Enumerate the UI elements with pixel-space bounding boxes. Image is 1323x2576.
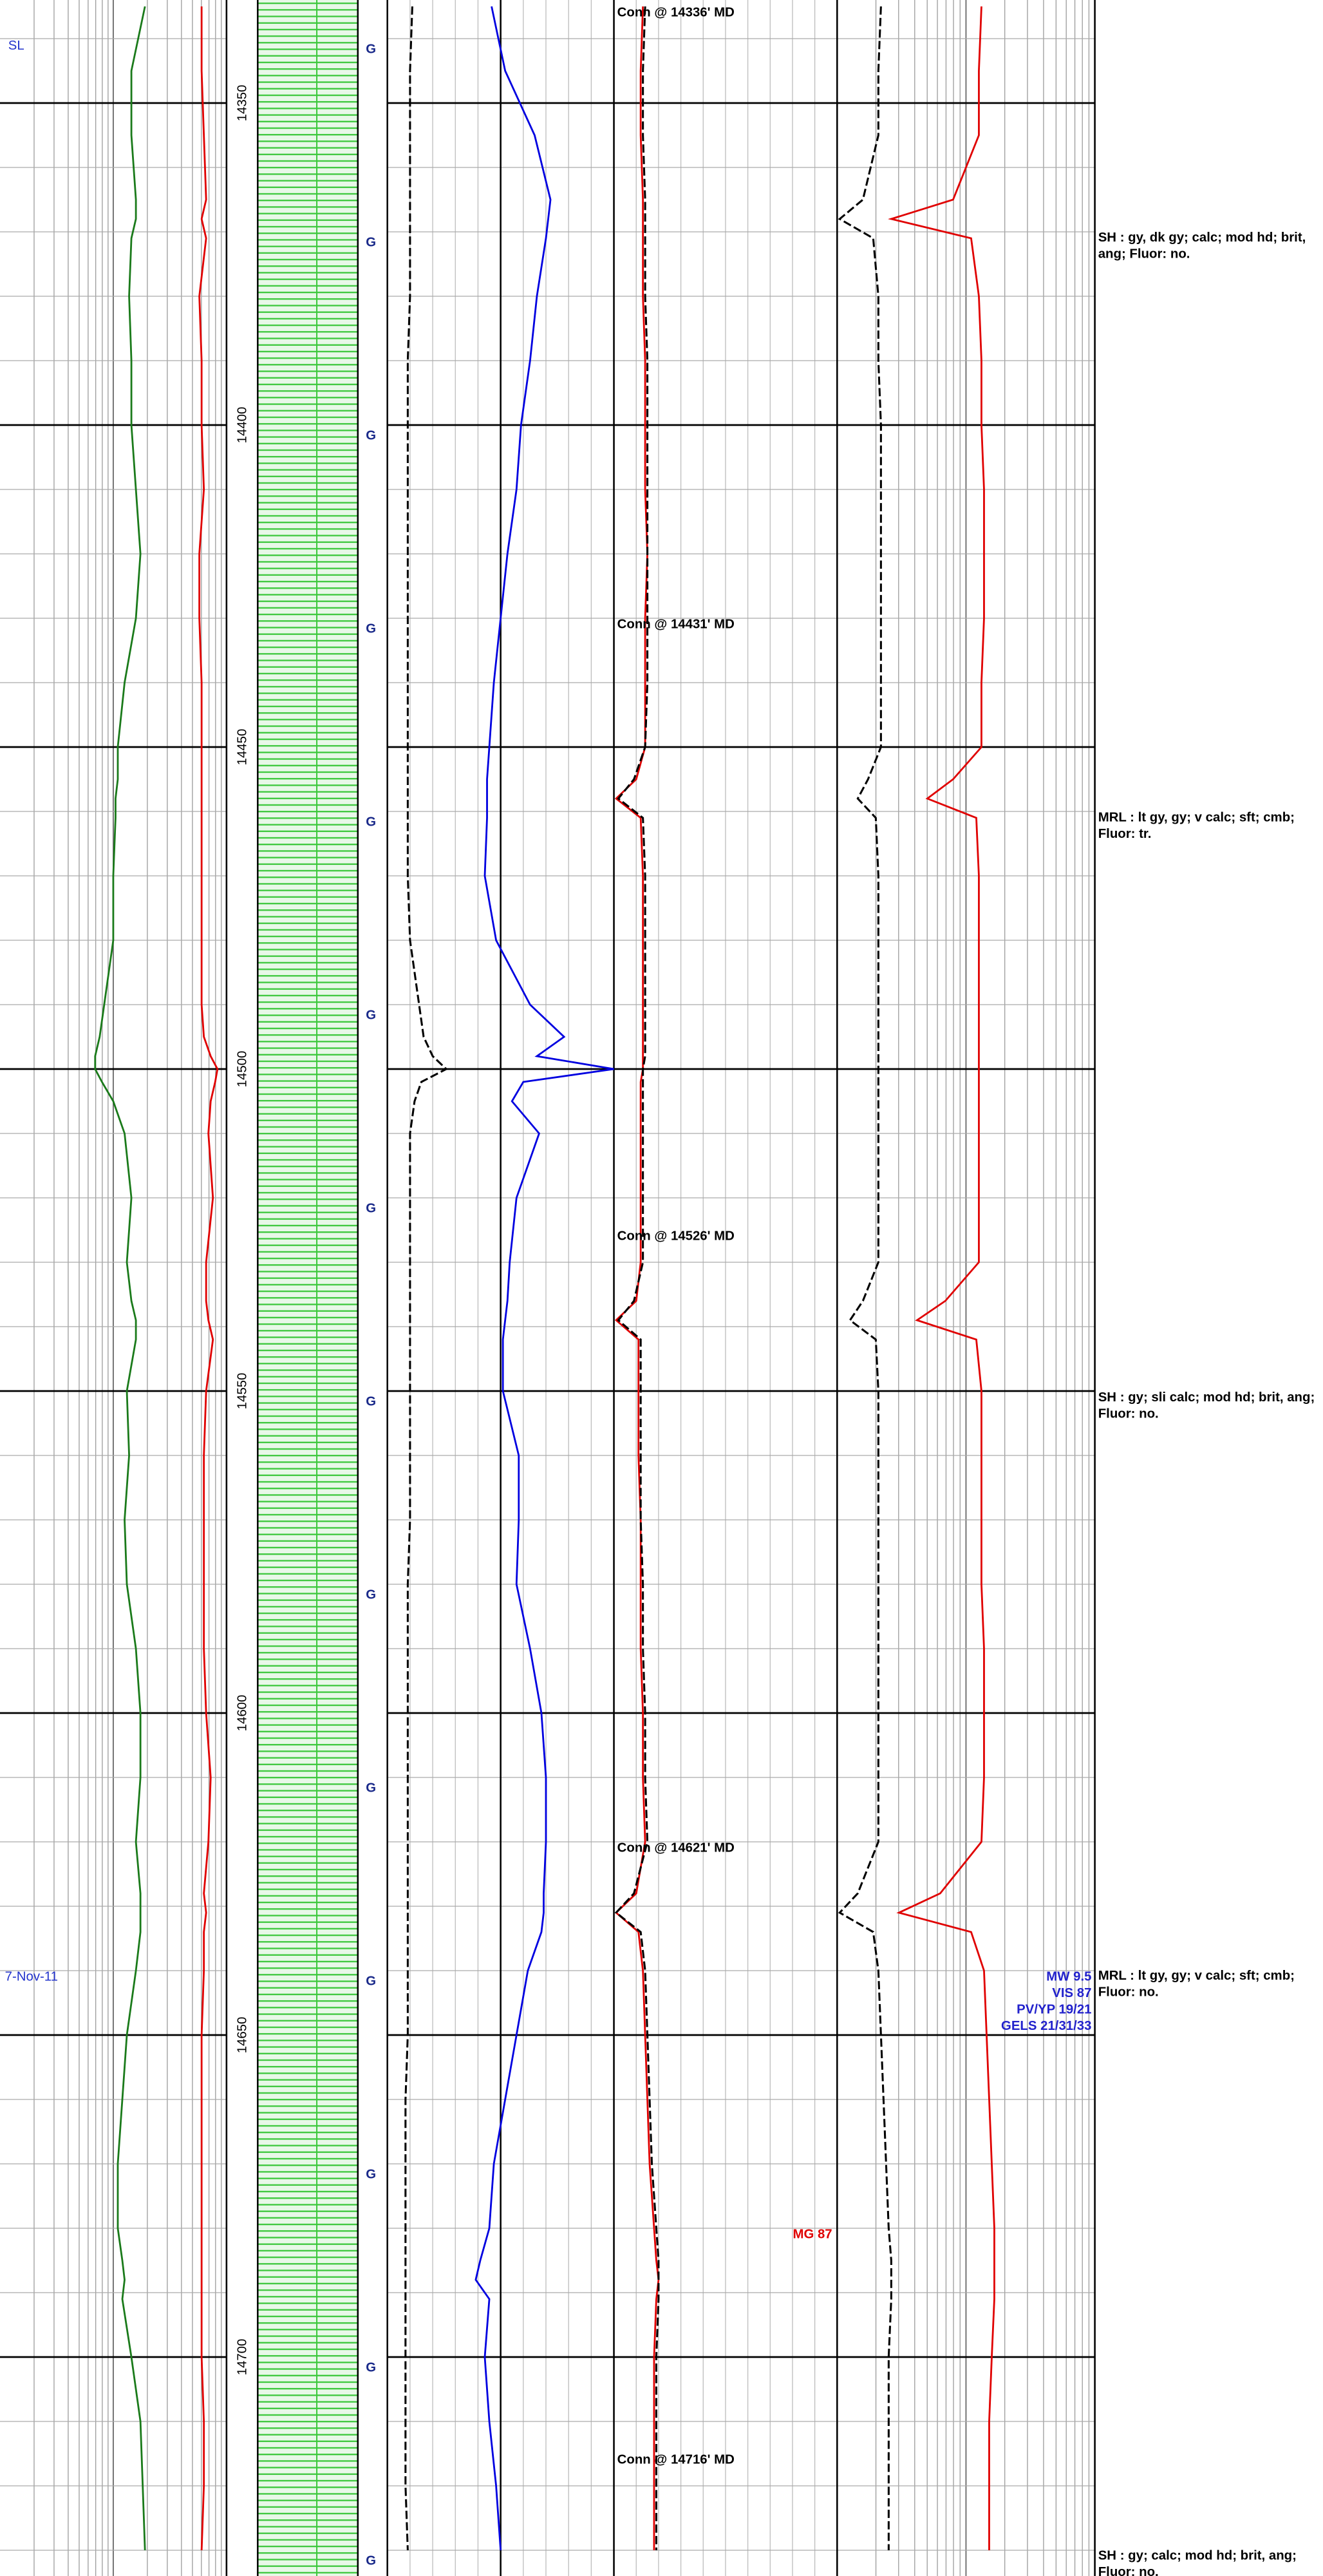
date-label: 7-Nov-11 (5, 1969, 58, 1984)
lithology-code: G (366, 1394, 376, 1408)
connection-label: Conn @ 14336' MD (617, 5, 735, 19)
lithology-description: SH : gy; sli calc; mod hd; brit, ang; Fl… (1098, 1389, 1315, 1421)
lithology-code: G (366, 815, 376, 829)
lithology-code: G (366, 1781, 376, 1795)
lithology-code: G (366, 42, 376, 56)
connection-label: Conn @ 14716' MD (617, 2452, 735, 2467)
lithology-code: G (366, 1974, 376, 1988)
track-frame (225, 0, 1096, 2576)
mud-property: GELS 21/31/33 (1001, 2019, 1092, 2033)
lithology-code: G (366, 2360, 376, 2374)
lithology-description: SH : gy; calc; mod hd; brit, ang; Fluor:… (1098, 2548, 1297, 2576)
grid (0, 0, 1095, 2576)
lithology-column (258, 0, 358, 2576)
log-curve (614, 6, 660, 2550)
depth-label: 14500 (236, 1051, 250, 1088)
log-curve (198, 6, 219, 2551)
lithology-code: G (366, 1008, 376, 1022)
lithology-code: G (366, 1587, 376, 1602)
lithology-code: G (366, 621, 376, 636)
lithology-code: G (366, 2553, 376, 2568)
connection-label: Conn @ 14621' MD (617, 1841, 735, 1855)
depth-label: 14400 (236, 407, 250, 444)
lithology-code: G (366, 2167, 376, 2181)
mud-property: VIS 87 (1052, 1986, 1091, 2000)
connection-label: Conn @ 14431' MD (617, 617, 735, 631)
log-curve (404, 6, 448, 2551)
log-curve (474, 6, 614, 2551)
log-curve (614, 6, 660, 2550)
depth-label: 14350 (236, 85, 250, 122)
description-text: SH : gy; sli calc; mod hd; brit, ang; Fl… (1098, 1389, 1315, 1421)
description-text: SH : gy; calc; mod hd; brit, ang; Fluor:… (1098, 2548, 1297, 2576)
log-curve (888, 6, 995, 2550)
top-left-label: SL (8, 39, 24, 53)
lithology-description: MRL : lt gy, gy; v calc; sft; cmb; Fluor… (1098, 1969, 1295, 2000)
depth-label: 14600 (236, 1695, 250, 1732)
log-curve (94, 6, 146, 2551)
description-text: MRL : lt gy, gy; v calc; sft; cmb; Fluor… (1098, 810, 1295, 841)
lithology-description: MRL : lt gy, gy; v calc; sft; cmb; Fluor… (1098, 810, 1295, 841)
log-curve (838, 6, 892, 2550)
description-text: SH : gy, dk gy; calc; mod hd; brit, ang;… (1098, 230, 1306, 261)
description-text: MRL : lt gy, gy; v calc; sft; cmb; Fluor… (1098, 1969, 1295, 2000)
mud-property: PV/YP 19/21 (1017, 2002, 1091, 2016)
depth-label: 14700 (236, 2339, 250, 2376)
lithology-description: SH : gy, dk gy; calc; mod hd; brit, ang;… (1098, 230, 1306, 261)
lithology-code: G (366, 428, 376, 442)
depth-label: 14650 (236, 2017, 250, 2054)
gas-note: MG 87 (793, 2227, 832, 2241)
depth-label: 14450 (236, 729, 250, 766)
connection-label: Conn @ 14526' MD (617, 1229, 735, 1243)
depth-label: 14550 (236, 1373, 250, 1410)
lithology-code: G (366, 1201, 376, 1215)
mud-property: MW 9.5 (1046, 1969, 1091, 1984)
lithology-code: G (366, 235, 376, 249)
